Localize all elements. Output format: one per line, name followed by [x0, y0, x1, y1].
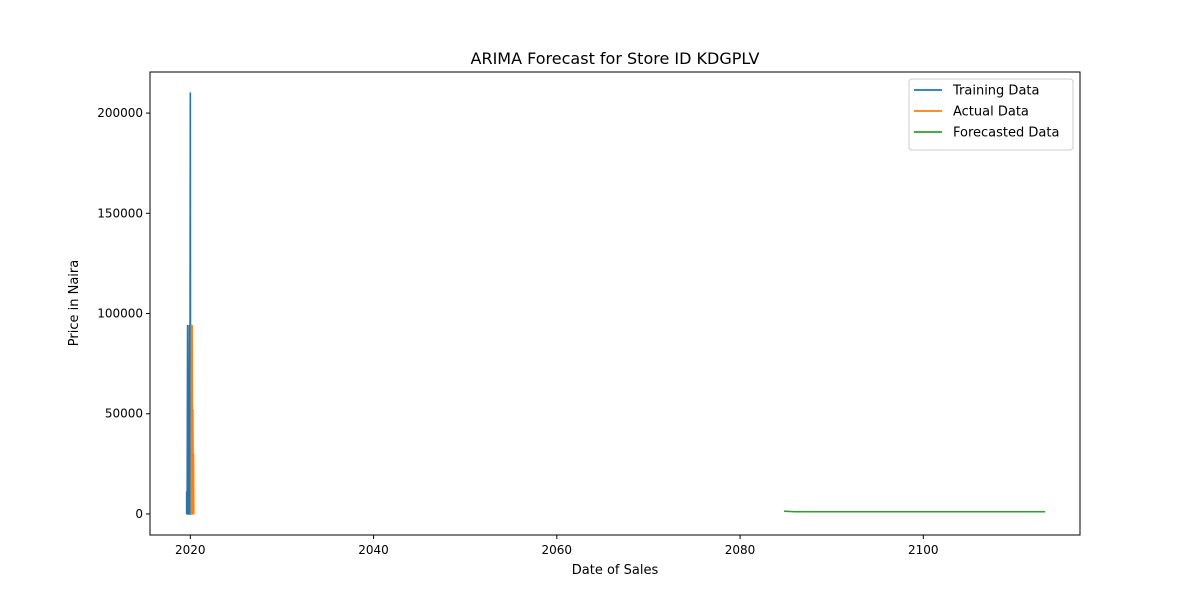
series-line-training-data — [185, 92, 192, 515]
x-tick-label: 2100 — [908, 543, 939, 557]
chart-title: ARIMA Forecast for Store ID KDGPLV — [471, 49, 760, 68]
x-tick-label: 2080 — [725, 543, 756, 557]
series-line-actual-data — [190, 324, 195, 515]
y-tick-label: 150000 — [97, 206, 143, 220]
x-tick-label: 2040 — [358, 543, 389, 557]
x-tick-label: 2020 — [175, 543, 206, 557]
legend-label: Actual Data — [953, 105, 1029, 120]
y-tick-label: 200000 — [97, 106, 143, 120]
y-tick-label: 50000 — [105, 407, 143, 421]
y-tick-label: 0 — [135, 507, 143, 521]
legend-box — [908, 78, 1074, 151]
plot-frame — [149, 71, 1081, 536]
x-axis-label: Date of Sales — [572, 563, 659, 578]
y-axis-label: Price in Naira — [67, 260, 82, 346]
series-line-forecasted-data — [784, 510, 1046, 513]
x-tick-label: 2060 — [542, 543, 573, 557]
legend-label: Forecasted Data — [953, 126, 1059, 141]
y-tick-label: 100000 — [97, 307, 143, 321]
legend-label: Training Data — [952, 84, 1039, 99]
